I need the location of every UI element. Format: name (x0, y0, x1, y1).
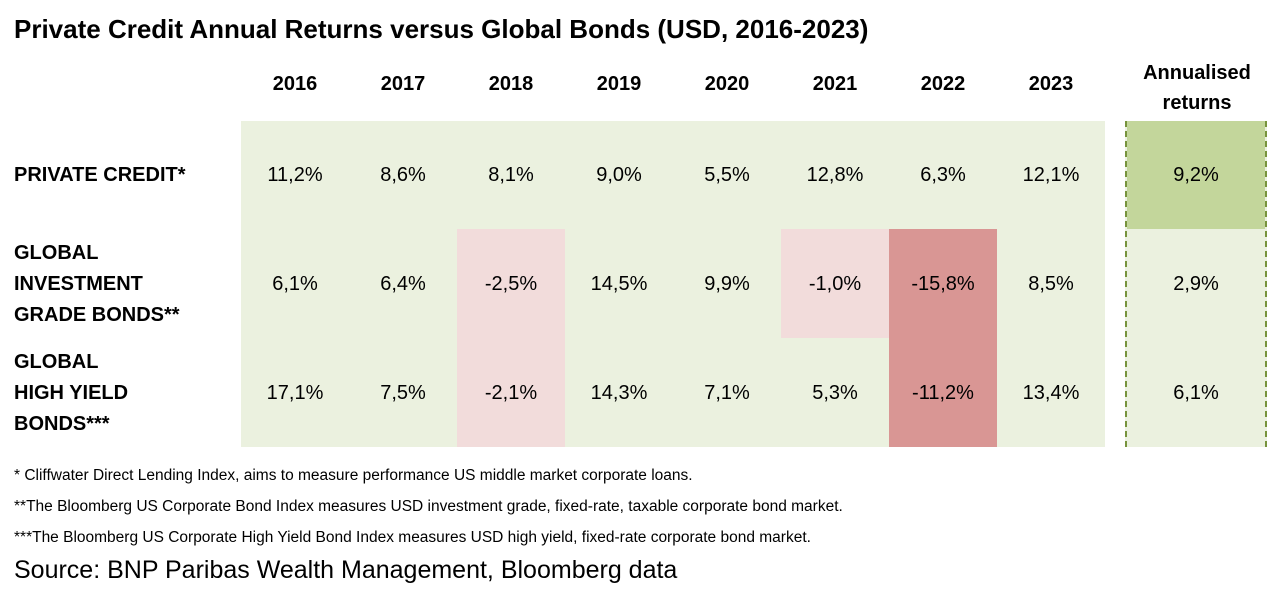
year-header-2022: 2022 (920, 73, 966, 95)
source-note: Source: BNP Paribas Wealth Management, B… (14, 556, 678, 584)
chart-title: Private Credit Annual Returns versus Glo… (14, 14, 869, 44)
footnote-high-yield: ***The Bloomberg US Corporate High Yield… (14, 529, 811, 546)
cell-high-yield-2020: 7,1% (704, 382, 750, 404)
year-header-2021: 2021 (812, 73, 858, 95)
cell-private-credit-annualised: 9,2% (1173, 164, 1219, 186)
cell-private-credit-2017: 8,6% (380, 164, 426, 186)
annualised-header: Annualised returns (1143, 62, 1251, 114)
cell-investment-grade-2022: -15,8% (911, 273, 975, 295)
footnote-investment-grade: **The Bloomberg US Corporate Bond Index … (14, 498, 843, 515)
cell-investment-grade-2016: 6,1% (272, 273, 318, 295)
year-header-2020: 2020 (704, 73, 750, 95)
highlight-2018-hy (457, 338, 565, 447)
highlight-2022-hy (889, 338, 997, 447)
cell-private-credit-2021: 12,8% (806, 164, 864, 186)
cell-investment-grade-annualised: 2,9% (1173, 273, 1219, 295)
cell-investment-grade-2019: 14,5% (590, 273, 648, 295)
highlight-2022-igb (889, 229, 997, 338)
year-header-2018: 2018 (488, 73, 534, 95)
cell-private-credit-2018: 8,1% (488, 164, 534, 186)
cell-investment-grade-2023: 8,5% (1028, 273, 1074, 295)
year-header-2016: 2016 (272, 73, 318, 95)
cell-private-credit-2022: 6,3% (920, 164, 966, 186)
cell-investment-grade-2020: 9,9% (704, 273, 750, 295)
cell-high-yield-2018: -2,1% (484, 382, 538, 404)
annualised-private-credit-highlight (1127, 121, 1265, 229)
row-label-high-yield: GLOBAL HIGH YIELD BONDS*** (14, 351, 129, 435)
cell-high-yield-annualised: 6,1% (1173, 382, 1219, 404)
highlight-2018-igb (457, 229, 565, 338)
cell-high-yield-2017: 7,5% (380, 382, 426, 404)
cell-high-yield-2021: 5,3% (812, 382, 858, 404)
cell-private-credit-2023: 12,1% (1022, 164, 1080, 186)
cell-investment-grade-2021: -1,0% (808, 273, 862, 295)
row-label-investment-grade: GLOBAL INVESTMENT GRADE BONDS** (14, 242, 180, 326)
year-header-2023: 2023 (1028, 73, 1074, 95)
cell-investment-grade-2017: 6,4% (380, 273, 426, 295)
cell-private-credit-2020: 5,5% (704, 164, 750, 186)
cell-high-yield-2022: -11,2% (912, 382, 974, 404)
cell-private-credit-2016: 11,2% (267, 164, 323, 186)
highlight-2021-igb (781, 229, 889, 338)
row-label-private-credit: PRIVATE CREDIT* (14, 164, 186, 186)
year-header-2017: 2017 (380, 73, 426, 95)
cell-high-yield-2023: 13,4% (1022, 382, 1080, 404)
cell-high-yield-2019: 14,3% (590, 382, 648, 404)
cell-high-yield-2016: 17,1% (266, 382, 324, 404)
year-header-2019: 2019 (596, 73, 642, 95)
cell-investment-grade-2018: -2,5% (484, 273, 538, 295)
footnote-private-credit: * Cliffwater Direct Lending Index, aims … (14, 467, 693, 484)
cell-private-credit-2019: 9,0% (596, 164, 642, 186)
